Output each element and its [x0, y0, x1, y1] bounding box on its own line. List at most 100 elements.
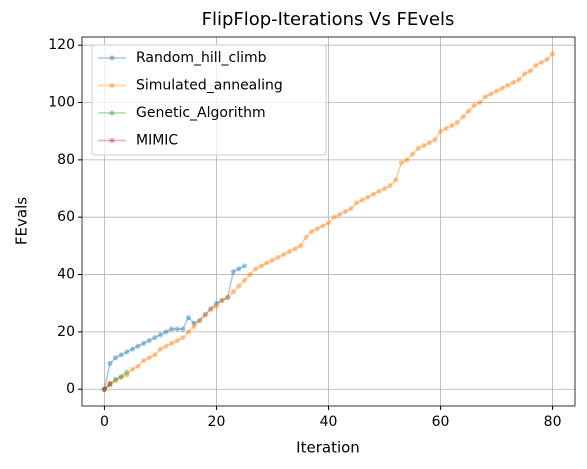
data-point	[101, 386, 108, 392]
data-point	[359, 197, 365, 203]
data-point	[118, 373, 124, 379]
data-point	[449, 122, 455, 129]
data-point	[241, 263, 248, 269]
data-point	[141, 340, 147, 346]
data-point	[477, 99, 483, 106]
data-point	[381, 185, 388, 192]
data-point	[202, 312, 208, 318]
data-point	[409, 151, 416, 157]
data-point	[325, 220, 332, 226]
data-point	[482, 94, 488, 100]
data-point	[163, 343, 169, 349]
series-line	[103, 371, 128, 390]
data-point	[269, 257, 276, 263]
x-tick-label: 0	[100, 414, 109, 430]
y-tick-label: 60	[57, 209, 75, 225]
data-point	[157, 346, 164, 352]
data-point	[146, 337, 152, 344]
data-point	[191, 320, 197, 326]
data-point	[174, 326, 180, 332]
series-line	[103, 382, 111, 390]
data-point	[180, 335, 186, 341]
data-point	[219, 297, 225, 303]
data-point	[185, 329, 192, 335]
data-point	[421, 142, 427, 149]
data-point	[393, 177, 399, 183]
data-point	[152, 352, 158, 358]
data-point	[465, 108, 472, 114]
data-point	[118, 375, 124, 381]
data-point	[107, 380, 113, 387]
data-point	[253, 266, 259, 272]
data-point	[544, 56, 550, 63]
data-point	[191, 323, 197, 329]
data-point	[113, 376, 119, 382]
data-point	[213, 303, 220, 309]
data-point	[264, 260, 270, 266]
data-point	[180, 326, 186, 332]
data-point	[426, 140, 432, 146]
data-point	[124, 369, 130, 375]
data-point	[208, 306, 214, 312]
legend-label: Genetic_Algorithm	[136, 105, 266, 121]
data-point	[292, 246, 298, 252]
data-point	[398, 160, 404, 166]
data-point	[510, 79, 516, 86]
data-point	[202, 312, 208, 318]
data-point	[303, 234, 309, 240]
data-point	[101, 386, 108, 392]
data-point	[185, 314, 192, 321]
data-point	[197, 317, 203, 324]
data-point	[533, 62, 539, 68]
data-point	[549, 51, 556, 57]
data-point	[135, 363, 141, 369]
data-point	[348, 205, 354, 212]
data-point	[314, 226, 320, 232]
x-tick-label: 80	[544, 414, 562, 430]
data-point	[353, 200, 360, 206]
data-point	[174, 337, 180, 344]
data-point	[157, 332, 164, 338]
data-point	[169, 340, 175, 346]
data-point	[208, 306, 214, 312]
y-tick-label: 100	[48, 95, 75, 111]
data-point	[297, 243, 304, 249]
data-point	[236, 283, 242, 289]
data-point	[471, 102, 477, 108]
data-point	[135, 343, 141, 349]
data-point	[432, 137, 438, 143]
data-point	[241, 277, 248, 283]
x-tick-label: 40	[320, 414, 338, 430]
data-point	[113, 378, 119, 384]
y-tick-label: 0	[66, 381, 75, 397]
data-point	[101, 386, 108, 392]
data-point	[118, 352, 124, 358]
data-point	[107, 360, 113, 367]
data-point	[404, 157, 410, 163]
data-point	[230, 269, 236, 275]
data-point	[320, 223, 326, 229]
data-point	[107, 382, 113, 388]
data-point	[113, 355, 119, 361]
data-point	[146, 355, 152, 361]
legend-marker	[109, 110, 115, 116]
data-point	[236, 266, 242, 272]
plot-frame	[81, 36, 576, 407]
data-point	[376, 188, 382, 194]
data-point	[443, 125, 449, 131]
series-line	[103, 53, 554, 390]
data-point	[387, 183, 393, 189]
data-point	[488, 91, 494, 97]
data-point	[460, 114, 466, 120]
data-point	[129, 366, 136, 372]
data-point	[415, 145, 421, 151]
data-point	[454, 119, 460, 126]
y-tick-label: 120	[48, 37, 75, 53]
data-point	[337, 211, 343, 217]
data-point	[247, 271, 253, 278]
data-point	[219, 297, 225, 303]
data-point	[225, 294, 231, 301]
data-point	[516, 76, 522, 83]
data-point	[169, 326, 175, 332]
